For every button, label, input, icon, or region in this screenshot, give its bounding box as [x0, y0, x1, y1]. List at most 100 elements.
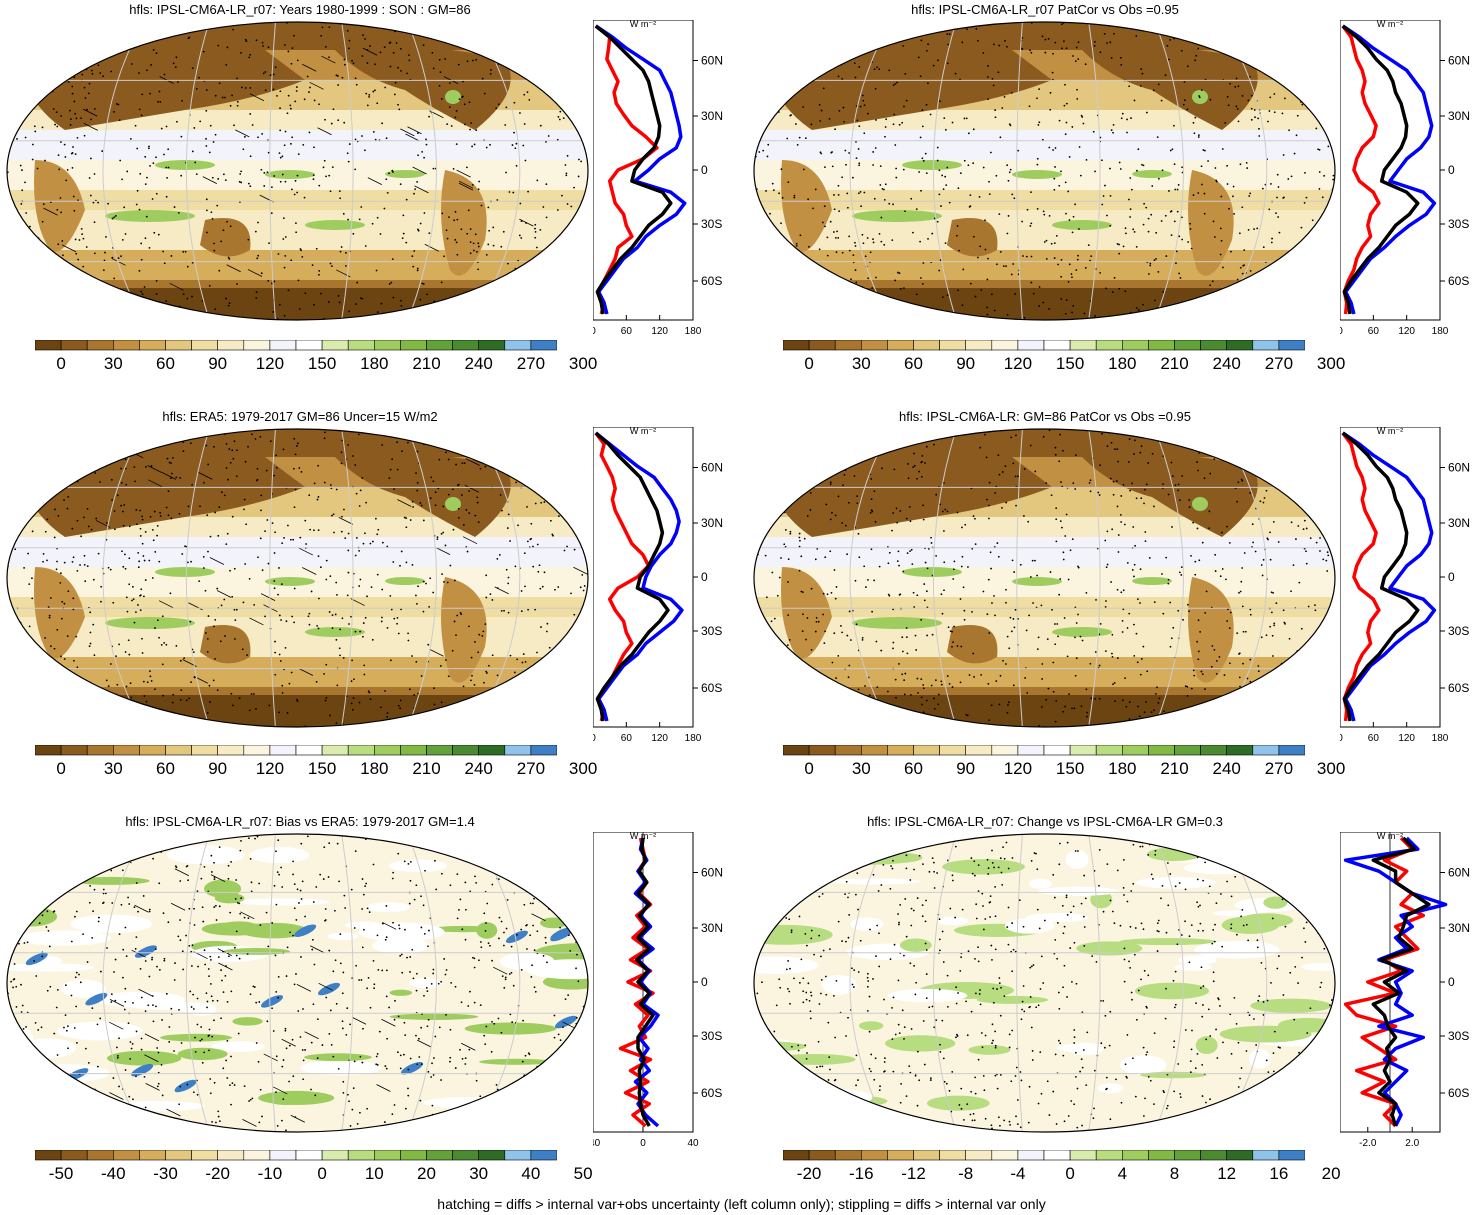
- anomaly-patch: [107, 1100, 205, 1112]
- stipple-dot: [1118, 252, 1121, 255]
- anomaly-patch: [267, 1092, 302, 1106]
- stipple-dot: [755, 287, 757, 290]
- stipple-dot: [1017, 149, 1020, 152]
- stipple-dot: [448, 82, 451, 84]
- stipple-dot: [1296, 114, 1299, 117]
- stipple-dot: [188, 697, 191, 700]
- stipple-dot: [1036, 163, 1039, 166]
- stipple-dot: [353, 1060, 356, 1063]
- stipple-dot: [23, 942, 26, 944]
- stipple-dot: [919, 136, 922, 139]
- stipple-dot: [278, 711, 280, 714]
- stipple-dot: [864, 303, 867, 306]
- stipple-dot: [351, 708, 354, 711]
- profile-x-tick-label: 60: [1368, 326, 1380, 337]
- stipple-dot: [834, 705, 837, 707]
- stipple-dot: [1071, 231, 1074, 234]
- stipple-dot: [1167, 582, 1170, 585]
- stipple-dot: [892, 647, 894, 650]
- stipple-dot: [123, 553, 126, 556]
- stipple-dot: [901, 121, 904, 124]
- stipple-dot: [858, 162, 861, 165]
- stipple-dot: [275, 454, 278, 457]
- stipple-dot: [938, 193, 941, 196]
- stipple-dot: [1140, 68, 1143, 70]
- stipple-dot: [17, 1115, 20, 1118]
- stipple-dot: [1049, 108, 1052, 111]
- stipple-dot: [293, 587, 296, 590]
- stipple-dot: [427, 945, 429, 948]
- stipple-dot: [852, 254, 855, 257]
- stipple-dot: [909, 520, 912, 523]
- stipple-dot: [1213, 34, 1216, 37]
- stipple-dot: [1295, 134, 1298, 137]
- continent-antarctica: [7, 288, 588, 320]
- stipple-dot: [122, 948, 125, 951]
- stipple-dot: [145, 215, 148, 218]
- stipple-dot: [421, 1118, 424, 1121]
- stipple-dot: [1283, 621, 1286, 624]
- stipple-dot: [993, 43, 995, 46]
- stipple-dot: [765, 639, 768, 642]
- stipple-dot: [308, 612, 311, 615]
- stipple-dot: [1114, 448, 1116, 451]
- stipple-dot: [438, 58, 441, 61]
- stipple-dot: [1104, 539, 1107, 542]
- stipple-dot: [1208, 527, 1210, 530]
- hatch-line: [198, 472, 213, 480]
- stipple-dot: [58, 843, 61, 845]
- stipple-dot: [124, 233, 127, 235]
- stipple-dot: [468, 512, 471, 515]
- panel-title: hfls: IPSL-CM6A-LR: GM=86 PatCor vs Obs …: [899, 409, 1191, 424]
- stipple-dot: [213, 861, 215, 864]
- stipple-dot: [162, 694, 165, 697]
- stipple-dot: [29, 1070, 32, 1073]
- stipple-dot: [315, 886, 318, 888]
- stipple-dot: [506, 311, 509, 314]
- lat-tick-label: 30N: [701, 516, 723, 530]
- stipple-dot: [179, 939, 182, 942]
- stipple-dot: [351, 1108, 354, 1111]
- stipple-dot: [1001, 506, 1003, 509]
- stipple-dot: [937, 693, 940, 696]
- stipple-dot: [83, 719, 86, 722]
- stipple-dot: [299, 1036, 302, 1038]
- stipple-dot: [343, 63, 346, 66]
- stipple-dot: [362, 635, 364, 638]
- hatch-line: [429, 648, 444, 657]
- stipple-dot: [247, 445, 249, 448]
- stipple-dot: [157, 24, 160, 27]
- continent-south-america: [1188, 577, 1234, 683]
- stipple-dot: [373, 987, 375, 990]
- stipple-dot: [1315, 127, 1318, 130]
- stipple-dot: [1029, 576, 1032, 578]
- lat-band: [754, 190, 1335, 210]
- stipple-dot: [852, 20, 854, 21]
- stipple-dot: [780, 473, 782, 476]
- stipple-dot: [54, 82, 57, 85]
- stipple-dot: [818, 248, 821, 251]
- stipple-dot: [1229, 611, 1232, 614]
- map-border: [753, 428, 1336, 728]
- stipple-dot: [391, 458, 394, 461]
- stipple-dot: [481, 834, 484, 835]
- stipple-dot: [301, 880, 304, 883]
- stipple-dot: [962, 586, 965, 589]
- stipple-dot: [20, 1011, 23, 1013]
- stipple-dot: [59, 197, 62, 199]
- profile-x-tick-label: 0: [593, 733, 596, 744]
- stipple-dot: [368, 911, 371, 914]
- stipple-dot: [354, 303, 357, 305]
- stipple-dot: [1190, 247, 1193, 250]
- stipple-dot: [875, 276, 877, 279]
- stipple-dot: [440, 532, 443, 535]
- stipple-dot: [415, 1034, 417, 1037]
- stipple-dot: [1062, 40, 1065, 43]
- stipple-dot: [17, 669, 20, 672]
- stipple-dot: [1323, 174, 1326, 177]
- stipple-dot: [1081, 639, 1084, 642]
- stipple-dot: [1314, 604, 1316, 607]
- stipple-dot: [369, 542, 372, 545]
- stipple-dot: [1139, 673, 1142, 676]
- stipple-dot: [567, 934, 570, 937]
